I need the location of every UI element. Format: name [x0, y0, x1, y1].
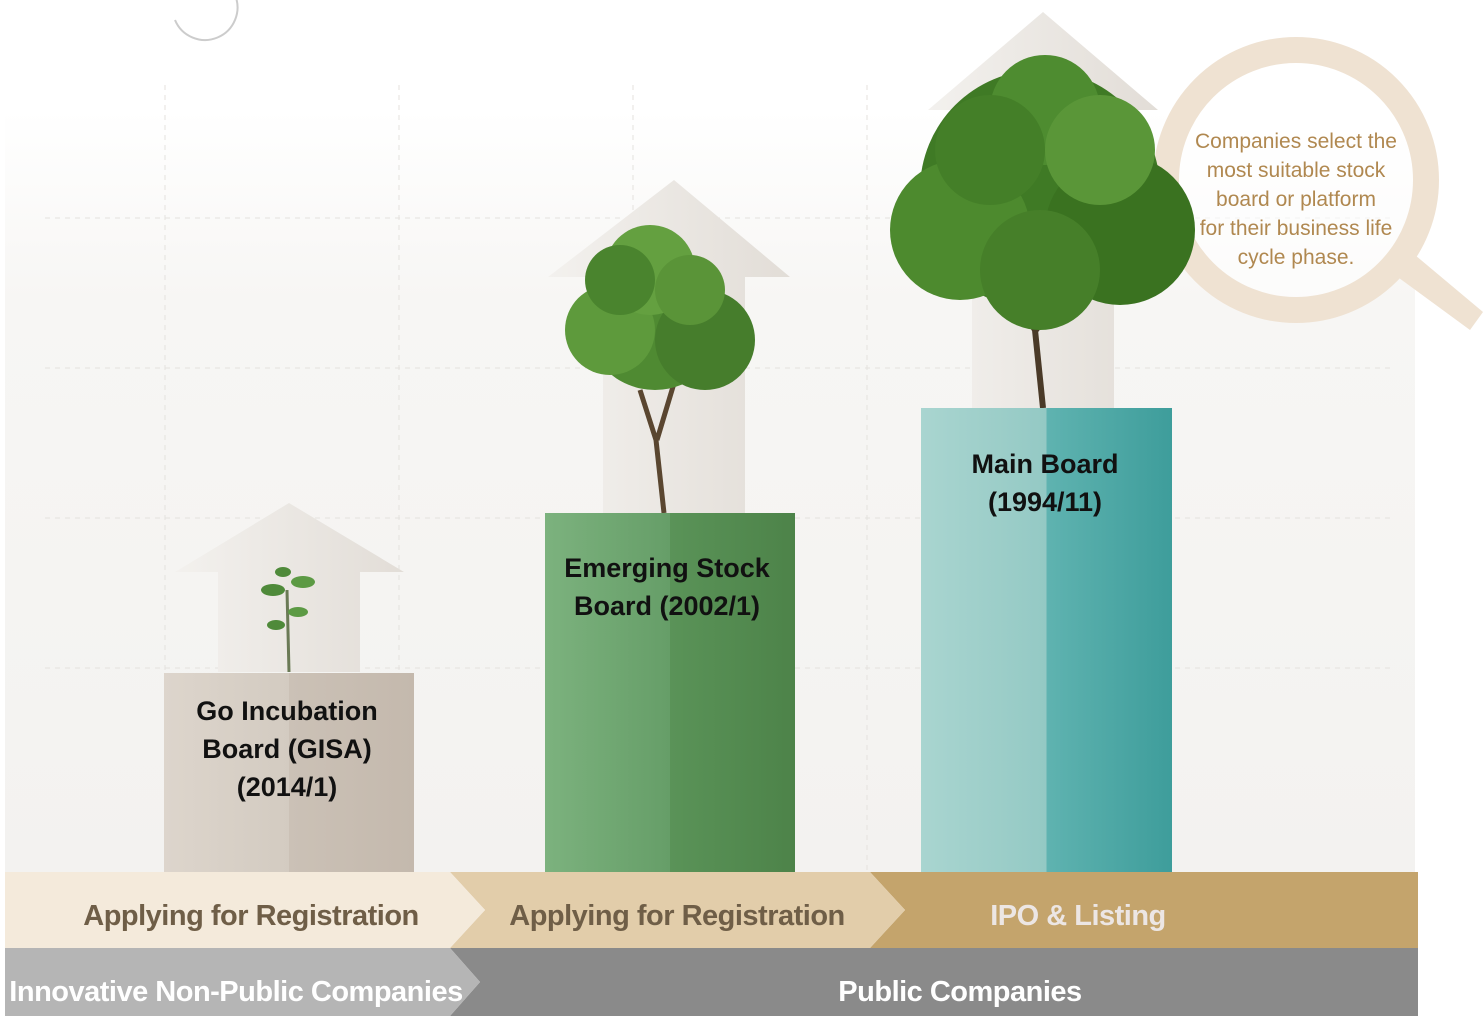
callout-text: for their business life [1200, 217, 1393, 240]
board-label: Main Board [971, 449, 1118, 479]
board-label: Go Incubation [196, 696, 378, 726]
callout-text: cycle phase. [1238, 246, 1355, 269]
stage-label: Applying for Registration [509, 900, 845, 932]
infographic: Go Incubation Board (GISA) (2014/1) Emer… [0, 0, 1483, 1016]
board-label: Board (GISA) [202, 734, 372, 764]
stage-label: IPO & Listing [990, 900, 1166, 932]
callout-text: Companies select the [1195, 130, 1397, 153]
board-label: (1994/11) [988, 487, 1102, 517]
company-type-label: Public Companies [838, 976, 1081, 1008]
board-label: Emerging Stock [564, 553, 771, 583]
callout-text: most suitable stock [1207, 159, 1386, 182]
logo-fragment [175, 0, 237, 40]
stage-label: Applying for Registration [83, 900, 419, 932]
company-type-label: Innovative Non-Public Companies [9, 976, 462, 1008]
board-label: Board (2002/1) [574, 591, 760, 621]
callout-text: board or platform [1216, 188, 1376, 211]
board-label: (2014/1) [237, 772, 338, 802]
